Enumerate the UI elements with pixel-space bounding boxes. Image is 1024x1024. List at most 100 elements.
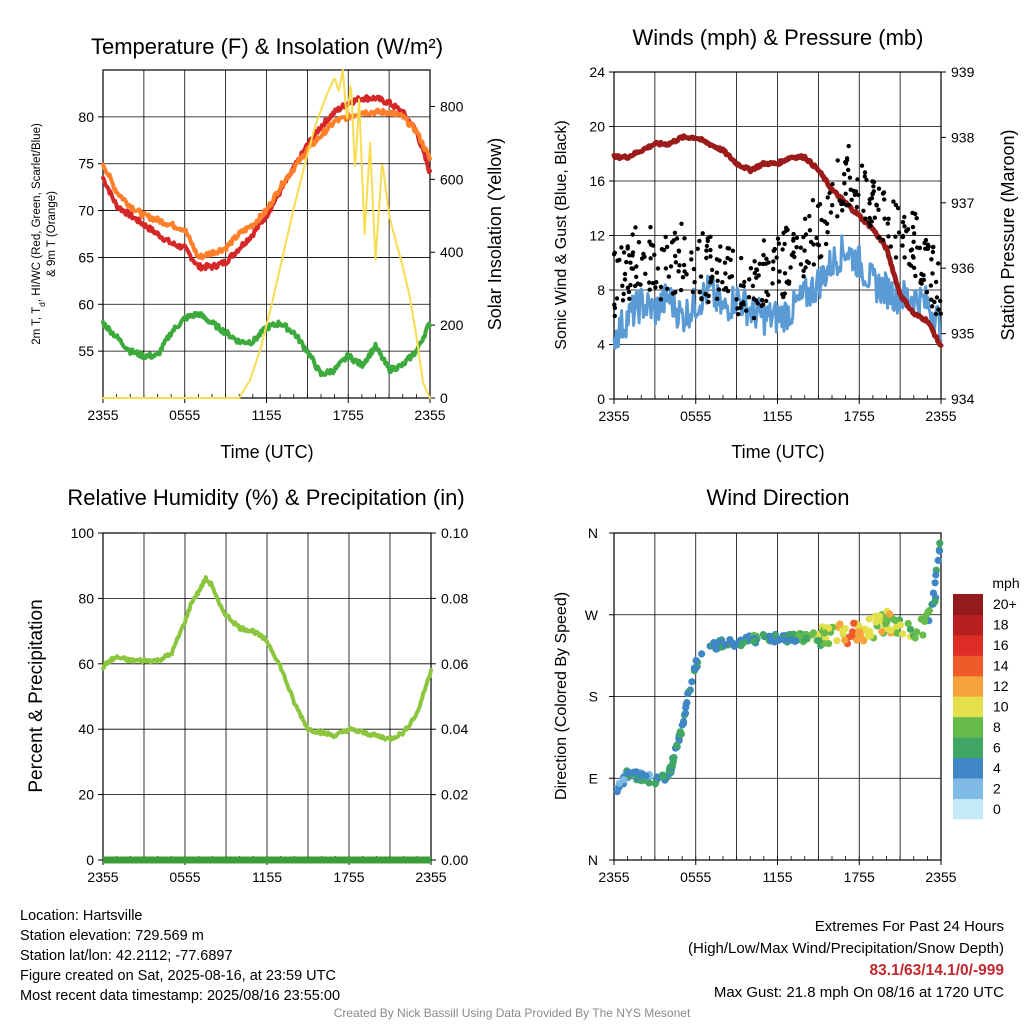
y-right-tick-label: 0.02 xyxy=(441,787,468,803)
relative-humidity-line xyxy=(101,575,433,743)
y-tick-label: N xyxy=(588,525,598,541)
colorbar-title: mph xyxy=(992,575,1019,591)
gust-point xyxy=(893,255,899,260)
direction-point xyxy=(931,579,939,587)
gust-point xyxy=(880,191,886,196)
y-tick-label: 75 xyxy=(78,156,94,172)
gust-point xyxy=(842,172,847,177)
y-right-tick-label: 600 xyxy=(440,171,464,187)
gust-point xyxy=(886,234,891,239)
y-right-tick-label: 0.08 xyxy=(441,590,468,606)
gust-point xyxy=(900,234,905,240)
gust-point xyxy=(777,269,782,274)
gust-point xyxy=(703,292,708,297)
direction-point xyxy=(931,597,939,606)
gust-point xyxy=(620,298,626,303)
gust-point xyxy=(835,158,840,163)
winds-plot: 2355 0555 1155 1755 235504812162024934935936… xyxy=(589,64,974,424)
gust-point xyxy=(697,290,702,295)
y-right-tick-label: 937 xyxy=(951,195,975,211)
gust-point xyxy=(718,244,723,249)
x-tick-label: 1755 xyxy=(333,869,364,885)
gust-point xyxy=(807,213,812,219)
gust-point xyxy=(650,280,656,286)
direction-point xyxy=(815,637,823,645)
gust-point xyxy=(936,261,941,266)
gust-point xyxy=(842,181,847,186)
x-tick-label: 2355 xyxy=(598,408,629,424)
winds-title: Winds (mph) & Pressure (mb) xyxy=(633,25,924,50)
y-right-tick-label: 935 xyxy=(951,326,975,342)
gust-point xyxy=(672,230,678,235)
gust-point xyxy=(835,214,840,219)
direction-point xyxy=(750,637,758,645)
gust-point xyxy=(867,215,872,221)
x-tick-label: 2355 xyxy=(87,407,118,423)
gust-point xyxy=(680,275,686,280)
gust-point xyxy=(854,204,859,210)
gust-point xyxy=(761,252,766,258)
gust-point xyxy=(885,221,890,226)
extremes-legend: (High/Low/Max Wind/Precipitation/Snow De… xyxy=(688,940,1004,957)
gust-point xyxy=(859,163,865,168)
insolation-yellow-line xyxy=(102,69,431,399)
gust-point xyxy=(847,175,853,180)
direction-point xyxy=(911,634,919,642)
gust-point xyxy=(864,177,869,183)
gust-point xyxy=(791,231,796,237)
direction-point xyxy=(876,612,884,621)
gust-point xyxy=(904,228,909,233)
gust-point xyxy=(689,257,694,262)
gust-point xyxy=(751,296,757,302)
gust-point xyxy=(619,245,624,250)
gust-point xyxy=(716,287,722,292)
gust-point xyxy=(628,260,633,265)
colorbar-label: 4 xyxy=(993,760,1001,776)
direction-point xyxy=(682,703,690,712)
gust-point xyxy=(612,313,617,319)
gust-point xyxy=(746,295,752,300)
direction-point xyxy=(906,625,915,633)
gust-point xyxy=(759,297,765,303)
gust-point xyxy=(764,298,769,304)
gust-point xyxy=(682,269,687,274)
direction-point xyxy=(676,731,684,739)
gust-point xyxy=(822,219,827,224)
gust-point xyxy=(647,280,652,285)
gust-point xyxy=(697,238,702,244)
gust-point xyxy=(915,245,920,250)
gust-point xyxy=(908,263,914,268)
x-tick-label: 2355 xyxy=(414,407,445,423)
gust-point xyxy=(752,259,757,264)
gust-point xyxy=(928,283,934,288)
gust-point xyxy=(771,248,776,253)
y-right-tick-label: 934 xyxy=(951,391,975,407)
gust-point xyxy=(807,228,813,233)
gust-point xyxy=(630,253,635,258)
gust-point xyxy=(930,271,935,276)
gust-point xyxy=(929,297,934,302)
gust-point xyxy=(910,210,915,216)
gust-point xyxy=(658,284,664,290)
gust-point xyxy=(919,271,924,277)
y-tick-label: 8 xyxy=(597,282,605,298)
y-tick-label: 20 xyxy=(589,119,605,135)
station-elevation: Station elevation: 729.569 m xyxy=(20,928,204,944)
y-tick-label: 55 xyxy=(78,343,94,359)
humidity-plot: 2355 0555 1155 1755 23550204060801000.000.02… xyxy=(71,525,469,885)
direction-point xyxy=(929,589,938,597)
direction-point xyxy=(836,620,844,628)
gust-point xyxy=(794,235,800,240)
gust-point xyxy=(704,255,709,261)
gust-point xyxy=(682,236,687,241)
gust-point xyxy=(784,225,789,230)
colorbar-label: 2 xyxy=(993,780,1001,796)
direction-point xyxy=(841,636,849,644)
y-tick-label: 100 xyxy=(71,525,95,541)
colorbar-label: 8 xyxy=(993,719,1001,735)
gust-point xyxy=(784,280,789,285)
gust-point xyxy=(771,259,776,264)
direction-point xyxy=(896,621,905,629)
